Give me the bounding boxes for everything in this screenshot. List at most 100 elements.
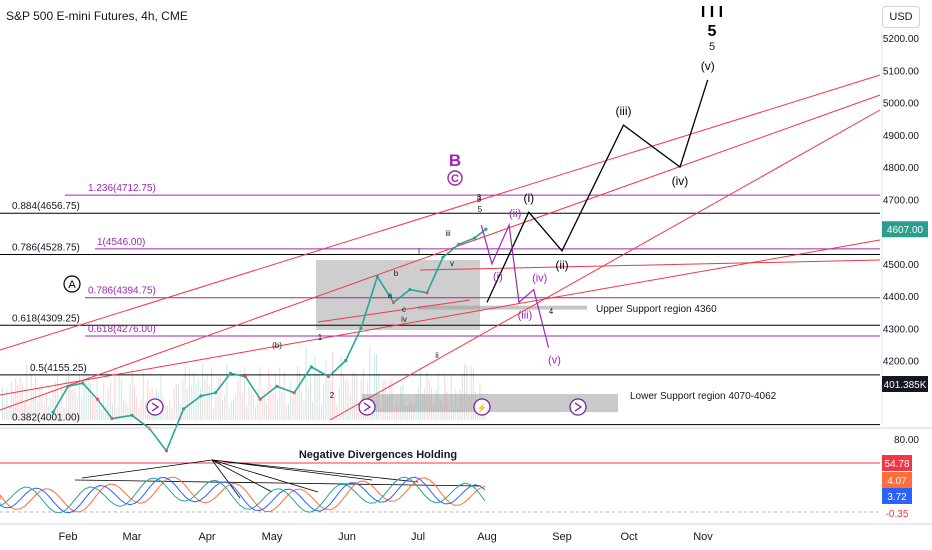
volume-bar xyxy=(294,394,296,420)
event-marker-icon[interactable] xyxy=(473,398,491,416)
volume-bar xyxy=(277,398,278,420)
volume-bar xyxy=(164,406,166,420)
volume-bar xyxy=(329,380,331,420)
volume-bar xyxy=(50,398,52,420)
volume-bar xyxy=(83,368,85,420)
volume-bar xyxy=(85,365,87,420)
volume-bar xyxy=(433,404,435,420)
x-tick-label: Jun xyxy=(338,531,356,543)
volume-bar xyxy=(35,377,36,420)
wave-minor-label: i xyxy=(418,247,420,256)
volume-bar xyxy=(134,386,135,420)
volume-bar xyxy=(178,384,179,420)
volume-bar xyxy=(70,388,72,420)
volume-bar xyxy=(369,346,371,420)
wave-minor-label: (b) xyxy=(272,341,282,350)
wave-c-circle xyxy=(447,170,463,186)
volume-bar xyxy=(453,408,454,420)
wave-minor-label: 2 xyxy=(330,391,335,400)
volume-bar xyxy=(285,405,287,420)
volume-bar xyxy=(189,367,190,420)
price-point xyxy=(375,275,379,279)
price-point xyxy=(199,394,203,398)
volume-bar xyxy=(167,406,168,420)
y-tick-label: 4300.00 xyxy=(883,324,920,335)
volume-bar xyxy=(109,381,111,420)
volume-bar xyxy=(90,383,91,420)
volume-bar xyxy=(224,394,226,420)
fib-label: 0.382(4001.00) xyxy=(12,413,80,424)
volume-bar xyxy=(87,374,89,420)
price-point xyxy=(441,255,445,259)
lower-support-zone xyxy=(362,393,618,413)
oscillator-title: Negative Divergences Holding xyxy=(299,449,457,461)
volume-bar xyxy=(10,381,12,420)
volume-bar xyxy=(136,396,138,420)
volume-bar xyxy=(169,401,171,420)
projection-black-label: (i) xyxy=(523,191,534,205)
replay-chevron-icon xyxy=(151,402,160,412)
volume-bar xyxy=(246,405,248,420)
divergence-line xyxy=(211,459,319,493)
volume-bar xyxy=(296,365,298,420)
wave-a-label: A xyxy=(68,279,76,291)
replay-marker-icon[interactable] xyxy=(146,398,164,416)
volume-bar xyxy=(226,363,228,420)
volume-bar xyxy=(92,394,94,420)
trendline xyxy=(0,74,881,351)
price-point xyxy=(130,413,134,417)
volume-bar xyxy=(171,408,173,420)
price-point xyxy=(258,397,262,401)
price-point xyxy=(408,287,412,292)
volume-bar xyxy=(398,407,399,420)
price-point xyxy=(213,391,218,395)
trendline xyxy=(419,259,881,271)
volume-bar xyxy=(241,393,243,420)
volume-bar xyxy=(103,381,105,420)
wave-primary-label: 5 xyxy=(708,23,717,40)
wave-minor-label: a xyxy=(388,291,393,300)
volume-bar xyxy=(411,404,413,420)
replay-chevron-icon xyxy=(574,402,583,412)
volume-bar xyxy=(28,404,30,420)
projection-black-label: (iii) xyxy=(616,104,632,118)
volume-bar xyxy=(321,404,322,420)
price-point xyxy=(359,326,363,330)
oscillator-tag-label: -0.35 xyxy=(886,509,909,520)
volume-bar xyxy=(184,366,186,420)
y-tick-label: 4400.00 xyxy=(883,292,920,303)
divergence-line xyxy=(211,459,241,499)
volume-bar xyxy=(244,367,245,420)
wave-a-circle xyxy=(63,275,81,293)
wave-minor-label: 4 xyxy=(549,307,554,316)
volume-bar xyxy=(8,406,10,420)
volume-bar xyxy=(175,384,177,420)
replay-marker-icon[interactable] xyxy=(358,398,376,416)
price-point xyxy=(243,375,247,379)
volume-bar xyxy=(101,409,102,420)
wave-minor-label: iii xyxy=(445,229,451,238)
volume-tag xyxy=(882,376,928,392)
y-tick-label: 4500.00 xyxy=(883,260,920,271)
fib-label: 1(4546.00) xyxy=(97,237,145,248)
volume-bar xyxy=(206,373,208,420)
oscillator-tag xyxy=(882,472,912,488)
upper-support-zone xyxy=(418,305,587,310)
wave-b-label: B xyxy=(449,151,461,170)
volume-bar xyxy=(186,387,188,420)
volume-bar xyxy=(24,401,25,420)
volume-bar xyxy=(323,385,325,420)
replay-marker-icon[interactable] xyxy=(569,398,587,416)
lightning-icon: ⚡ xyxy=(476,402,487,414)
volume-bar xyxy=(48,406,50,420)
x-tick-label: May xyxy=(262,531,283,543)
volume-bar xyxy=(41,383,43,420)
volume-bar xyxy=(272,393,274,420)
y-tick-label: 4800.00 xyxy=(883,163,920,174)
currency-button[interactable]: USD xyxy=(882,6,920,28)
fib-label: 0.618(4276.00) xyxy=(88,324,156,335)
fib-label: 1.236(4712.75) xyxy=(88,183,156,194)
last-price-label: 4607.00 xyxy=(887,225,924,236)
volume-bar xyxy=(448,409,450,420)
volume-bar xyxy=(393,409,395,420)
